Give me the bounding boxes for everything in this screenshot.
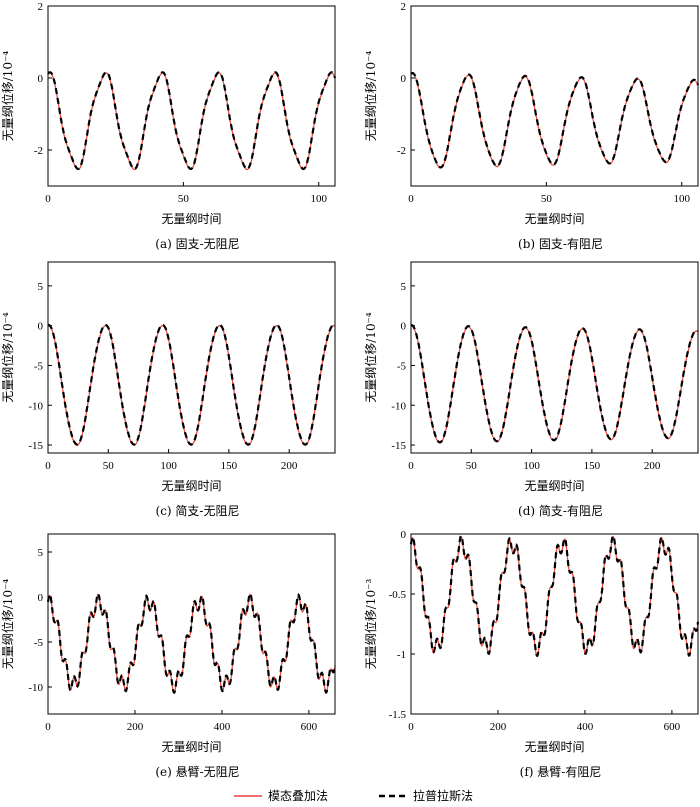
chart-panel-2: 0 50 100 150 200 -15 -10 -5 0 5 无量纲时间 无量纲位移/10⁻⁴ (c)…: [0, 261, 336, 518]
x-tick-label: 0: [408, 721, 414, 733]
y-tick-label: -15: [391, 440, 406, 452]
x-tick-label: 50: [541, 193, 553, 205]
y-tick-label: -10: [28, 400, 43, 412]
x-axis-label: 无量纲时间: [161, 479, 221, 493]
y-axis-label: 无量纲位移/10⁻⁴: [363, 51, 378, 142]
chart-panel-1: 0 50 100 -2 0 2 无量纲时间 无量纲位移/10⁻⁴ (b) 固支-有阻尼: [363, 1, 700, 251]
y-tick-label: 5: [401, 281, 407, 293]
x-axis-label: 无量纲时间: [524, 212, 584, 226]
x-axis-label: 无量纲时间: [161, 740, 221, 754]
y-tick-label: -5: [397, 360, 407, 372]
series-laplace-line: [47, 71, 337, 170]
x-tick-label: 600: [664, 721, 681, 733]
y-tick-label: -15: [28, 440, 43, 452]
x-tick-label: 100: [311, 193, 328, 205]
axes-frame: [47, 5, 336, 187]
panel-caption: (b) 固支-有阻尼: [518, 237, 603, 251]
y-tick-label: 0: [401, 321, 407, 333]
series-modal-line: [47, 325, 336, 446]
chart-panel-5: 0 200 400 600 -1.5 -1 -0.5 0 无量纲时间 无量纲位移/10⁻³ (f) …: [363, 529, 700, 779]
series-laplace-line: [410, 72, 700, 169]
chart-panel-0: 0 50 100 -2 0 2 无量纲时间 无量纲位移/10⁻⁴ (a) 固支-无阻尼: [0, 1, 337, 251]
y-tick-label: -1: [397, 649, 406, 661]
y-tick-label: 2: [38, 1, 44, 13]
x-tick-label: 150: [584, 460, 601, 472]
series-modal-line: [410, 535, 699, 658]
x-tick-label: 400: [577, 721, 594, 733]
y-tick-label: -1.5: [389, 709, 407, 721]
panel-caption: (e) 悬臂-无阻尼: [155, 765, 239, 779]
series-modal-line: [47, 72, 336, 171]
y-tick-label: -5: [34, 637, 44, 649]
x-tick-label: 50: [466, 460, 478, 472]
chart-panel-3: 0 50 100 150 200 -15 -10 -5 0 5 无量纲时间 无量纲位移/10⁻⁴ (d)…: [363, 261, 699, 518]
x-tick-label: 600: [301, 721, 318, 733]
y-axis-label: 无量纲位移/10⁻⁴: [363, 312, 378, 403]
y-tick-label: 0: [38, 321, 44, 333]
x-tick-label: 0: [45, 721, 51, 733]
panel-caption: (d) 简支-有阻尼: [518, 504, 603, 518]
y-tick-label: -10: [391, 400, 406, 412]
x-tick-label: 200: [281, 460, 298, 472]
x-tick-label: 150: [221, 460, 238, 472]
x-axis-label: 无量纲时间: [524, 479, 584, 493]
series-laplace-line: [409, 534, 700, 657]
panel-caption: (a) 固支-无阻尼: [155, 237, 239, 251]
x-tick-label: 200: [490, 721, 507, 733]
x-axis-label: 无量纲时间: [161, 212, 221, 226]
panel-caption: (f) 悬臂-有阻尼: [520, 765, 602, 779]
y-tick-label: 5: [38, 547, 44, 559]
x-tick-label: 0: [45, 193, 51, 205]
y-axis-label: 无量纲位移/10⁻³: [363, 579, 378, 670]
x-tick-label: 50: [178, 193, 190, 205]
series-laplace-line: [410, 323, 699, 444]
x-axis-label: 无量纲时间: [524, 740, 584, 754]
y-axis-label: 无量纲位移/10⁻⁴: [0, 51, 15, 142]
panel-caption: (c) 简支-无阻尼: [156, 504, 240, 518]
x-tick-label: 100: [160, 460, 177, 472]
y-tick-label: 0: [401, 529, 407, 541]
y-axis-label: 无量纲位移/10⁻⁴: [0, 579, 15, 670]
series-laplace-line: [47, 323, 336, 446]
x-tick-label: 400: [214, 721, 231, 733]
y-tick-label: -2: [397, 145, 406, 157]
y-tick-label: 0: [401, 73, 407, 85]
axes-frame: [410, 533, 699, 715]
series-modal-line: [47, 593, 336, 694]
y-axis-label: 无量纲位移/10⁻⁴: [0, 312, 15, 403]
x-tick-label: 100: [674, 193, 691, 205]
axes-frame: [410, 5, 699, 187]
y-tick-label: -0.5: [389, 589, 407, 601]
series-laplace-line: [46, 591, 337, 694]
x-tick-label: 0: [408, 460, 414, 472]
axes-frame: [47, 261, 336, 454]
legend: 模态叠加法 拉普拉斯法: [234, 788, 473, 803]
y-tick-label: 0: [38, 592, 44, 604]
chart-panel-4: 0 200 400 600 -10 -5 0 5 无量纲时间 无量纲位移/10⁻⁴ (e) 悬臂-无…: [0, 533, 337, 779]
y-tick-label: -10: [28, 682, 43, 694]
y-tick-label: -5: [34, 360, 44, 372]
axes-frame: [410, 261, 699, 454]
y-tick-label: 5: [38, 281, 44, 293]
x-tick-label: 200: [127, 721, 144, 733]
legend-laplace-label: 拉普拉斯法: [413, 788, 473, 803]
x-tick-label: 0: [408, 193, 414, 205]
axes-frame: [47, 533, 336, 715]
x-tick-label: 50: [103, 460, 115, 472]
y-tick-label: 0: [38, 73, 44, 85]
x-tick-label: 0: [45, 460, 51, 472]
x-tick-label: 100: [523, 460, 540, 472]
x-tick-label: 200: [644, 460, 661, 472]
legend-modal-label: 模态叠加法: [268, 789, 328, 803]
y-tick-label: 2: [401, 1, 407, 13]
y-tick-label: -2: [34, 145, 43, 157]
series-modal-line: [410, 73, 699, 169]
